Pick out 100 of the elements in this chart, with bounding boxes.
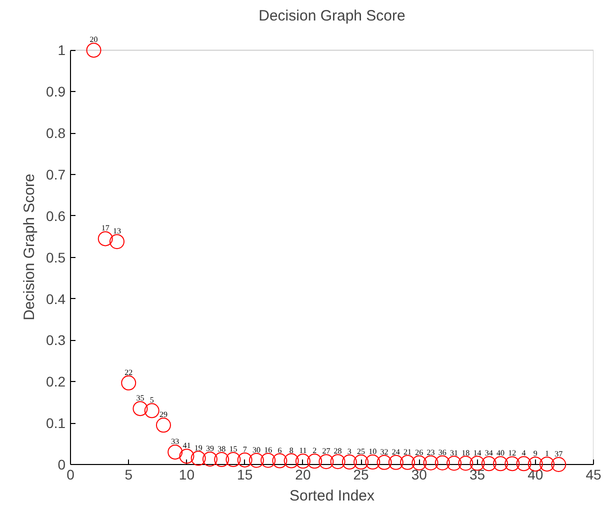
annotation: 15 xyxy=(229,444,238,454)
annotation: 34 xyxy=(484,448,493,458)
point xyxy=(446,456,462,471)
y-tick-label: 0.4 xyxy=(46,290,66,307)
point xyxy=(190,450,206,466)
y-tick-label: 0.3 xyxy=(46,332,66,348)
point xyxy=(481,456,496,472)
point xyxy=(156,418,171,433)
point xyxy=(179,448,194,464)
point xyxy=(458,456,474,471)
annotation: 5 xyxy=(150,396,154,405)
x-tick-label: 25 xyxy=(353,466,370,482)
x-tick-label: 35 xyxy=(469,466,486,482)
point xyxy=(168,444,183,460)
y-tick-label: 0.9 xyxy=(46,84,66,100)
point xyxy=(109,234,124,250)
point xyxy=(307,454,322,469)
annotation: 25 xyxy=(357,447,366,456)
annotation: 26 xyxy=(415,448,424,457)
annotation: 37 xyxy=(554,450,563,458)
annotation: 39 xyxy=(206,444,214,454)
annotation: 40 xyxy=(496,448,505,458)
annotation: 10 xyxy=(368,447,377,456)
point xyxy=(226,452,241,468)
annotation: 19 xyxy=(194,443,202,452)
annotation: 22 xyxy=(124,368,133,377)
x-tick-label: 45 xyxy=(586,466,602,482)
point xyxy=(354,454,369,470)
annotation: 3 xyxy=(347,447,352,456)
point xyxy=(493,456,508,472)
point xyxy=(412,455,427,470)
annotation: 17 xyxy=(101,224,110,233)
annotation: 41 xyxy=(182,441,191,450)
annotation: 24 xyxy=(392,447,400,456)
annotation: 31 xyxy=(450,448,458,458)
x-tick-label: 40 xyxy=(528,466,544,482)
annotation: 7 xyxy=(242,444,247,454)
y-tick-label: 0.6 xyxy=(46,208,66,224)
point xyxy=(248,452,264,468)
point xyxy=(470,456,485,471)
point xyxy=(551,457,566,472)
annotation: 28 xyxy=(334,446,342,456)
y-axis-title: Decision Graph Score xyxy=(21,174,38,320)
annotation: 4 xyxy=(522,448,526,458)
annotation: 2 xyxy=(312,446,317,456)
annotation: 35 xyxy=(136,394,144,403)
annotation: 30 xyxy=(252,445,260,454)
chart-title: Decision Graph Score xyxy=(258,8,406,24)
y-tick-label: 1 xyxy=(58,42,66,58)
annotation: 32 xyxy=(380,447,388,456)
point xyxy=(132,401,148,416)
x-axis-title: Sorted Index xyxy=(289,488,376,504)
annotation: 33 xyxy=(171,437,180,446)
point xyxy=(330,454,346,470)
point xyxy=(318,454,334,470)
point xyxy=(504,456,520,472)
annotation: 13 xyxy=(112,226,121,236)
point xyxy=(284,453,299,468)
point xyxy=(376,454,392,470)
point xyxy=(98,231,113,246)
point xyxy=(516,456,532,472)
point xyxy=(86,42,102,58)
annotation: 9 xyxy=(533,449,538,458)
annotation: 16 xyxy=(264,445,272,454)
y-tick-label: 0 xyxy=(58,456,66,472)
annotation: 27 xyxy=(322,446,330,456)
point xyxy=(295,454,310,469)
annotation: 21 xyxy=(404,447,412,456)
annotation: 20 xyxy=(90,35,98,44)
point xyxy=(121,375,136,390)
x-tick-label: 30 xyxy=(411,466,428,482)
x-tick-label: 10 xyxy=(178,466,195,482)
y-tick-label: 0.7 xyxy=(46,166,66,182)
annotation: 8 xyxy=(289,446,294,455)
point xyxy=(434,455,450,470)
annotation: 36 xyxy=(438,448,446,457)
point xyxy=(237,452,252,468)
annotation: 29 xyxy=(159,410,168,420)
y-tick-label: 0.5 xyxy=(46,249,66,266)
point xyxy=(400,454,416,470)
x-tick-label: 20 xyxy=(295,466,311,482)
annotation: 12 xyxy=(508,448,516,458)
point xyxy=(342,454,357,470)
point xyxy=(202,452,218,467)
annotation: 11 xyxy=(299,446,307,456)
y-tick-label: 0.8 xyxy=(46,125,66,142)
point xyxy=(144,403,160,418)
y-tick-label: 0.2 xyxy=(46,374,66,390)
annotation: 14 xyxy=(473,448,482,458)
x-tick-label: 15 xyxy=(237,466,253,482)
point xyxy=(388,454,404,470)
y-tick-label: 0.1 xyxy=(46,415,66,432)
annotation: 38 xyxy=(218,444,226,454)
annotation: 18 xyxy=(462,448,470,458)
annotation: 23 xyxy=(426,448,435,457)
annotation: 1 xyxy=(545,449,550,458)
point xyxy=(260,452,276,468)
x-tick-label: 5 xyxy=(124,466,133,482)
point xyxy=(365,454,380,470)
annotation: 6 xyxy=(278,446,282,455)
